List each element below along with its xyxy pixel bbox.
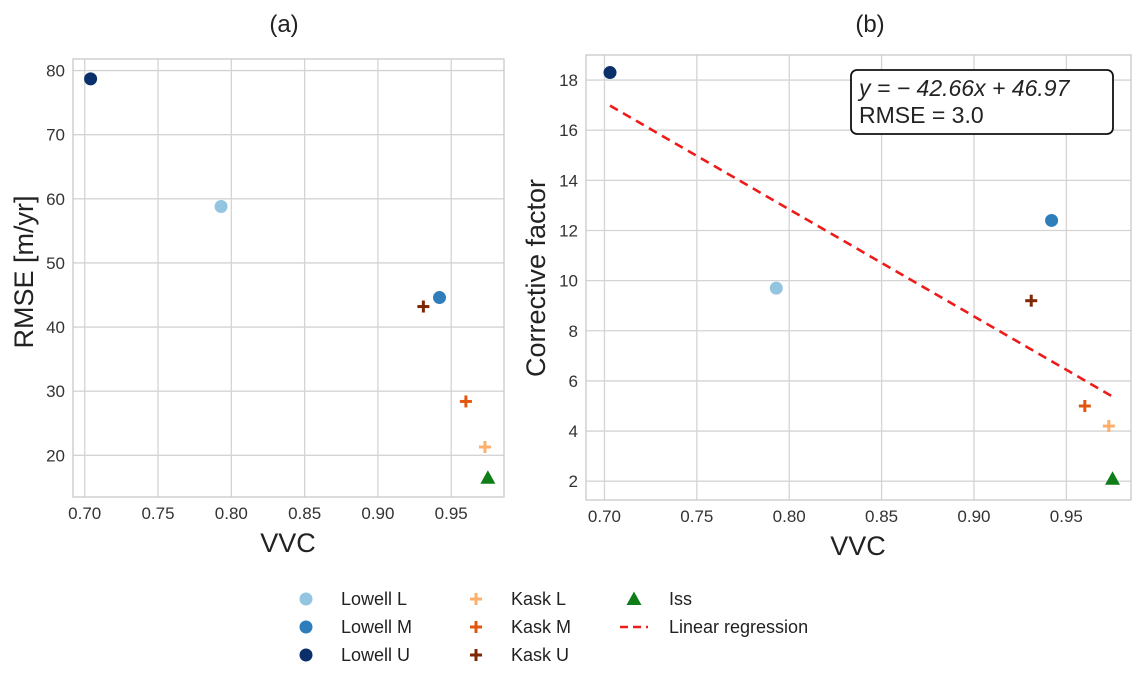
panel-b-y-tick-label: 6 [569,372,578,391]
panel-a-y-tick-label: 40 [46,318,65,337]
panel-b-x-tick-label: 0.70 [588,507,621,526]
legend-item-kask-m: Kask M [470,617,571,637]
panel-b-point-iss [1105,471,1121,485]
panel-b-x-tick-label: 0.75 [680,507,713,526]
legend-label: Kask L [511,589,566,609]
legend-item-kask-u: Kask U [470,645,569,665]
panel-b-frame [585,54,1132,501]
panel-b-x-tick-label: 0.85 [865,507,898,526]
legend-label: Iss [669,589,692,609]
regression-line [609,104,1114,398]
panel-a-rmse-chart: (a) 0.70 0.75 0.80 0.85 0.90 0.95 20 30 40 50 60 7… [9,11,505,558]
panel-a-y-tick-label: 50 [46,254,65,273]
panel-a-points [84,72,496,484]
legend-marker-lowell-u [299,648,313,662]
annotation-box-frame [850,69,1114,135]
legend-label: Kask U [511,645,569,665]
legend-label: Lowell M [341,617,412,637]
panel-b-y-tick-label: 2 [569,472,578,491]
panel-b-corrective-chart: (b) 0.70 0.75 0.80 0.85 0.90 0.95 2 4 6 8 10 12 14 1… [521,11,1132,561]
panel-a-grid [73,59,504,497]
panel-a-x-tick-label: 0.70 [68,504,101,523]
legend-item-kask-l: Kask L [470,589,566,609]
panel-b-point-lowell-m [1045,213,1059,227]
panel-a-y-tick-label: 80 [46,62,65,81]
panel-a-y-tick-label: 30 [46,382,65,401]
legend-item-lowell-m: Lowell M [299,617,412,637]
panel-a-x-ticks: 0.70 0.75 0.80 0.85 0.90 0.95 [68,504,468,523]
panel-a-x-axis-label: VVC [260,528,316,558]
legend-marker-iss [626,591,642,605]
panel-b-x-axis-label: VVC [830,531,886,561]
panel-a-title: (a) [269,11,298,38]
legend-label: Linear regression [669,617,808,637]
legend-item-iss: Iss [626,589,692,609]
legend-item-linear-regression: Linear regression [620,617,808,637]
legend-label: Lowell L [341,589,407,609]
legend: Lowell L Lowell M Lowell U Kask L Kask M Kask… [299,589,808,665]
panel-a-point-lowell-u [84,72,98,86]
panel-b-point-lowell-u [603,66,617,80]
panel-b-y-tick-label: 16 [559,121,578,140]
panel-a-x-tick-label: 0.75 [141,504,174,523]
panel-b-point-kask-u [1025,294,1038,307]
legend-marker-kask-m [470,621,482,633]
panel-a-x-tick-label: 0.95 [435,504,468,523]
panel-a-point-iss [480,470,496,484]
panel-b-point-lowell-l [769,281,783,295]
panel-a-x-tick-label: 0.85 [288,504,321,523]
panel-a-x-tick-label: 0.90 [361,504,394,523]
panel-a-y-axis-label: RMSE [m/yr] [9,196,39,349]
legend-item-lowell-u: Lowell U [299,645,410,665]
panel-b-y-tick-label: 10 [559,272,578,291]
panel-b-points [603,66,1121,485]
panel-b-point-kask-l [1102,420,1115,433]
panel-a-point-kask-l [478,440,491,453]
panel-b-y-ticks: 2 4 6 8 10 12 14 16 18 [559,71,578,491]
panel-b-point-kask-m [1078,399,1091,412]
panel-a-y-tick-label: 60 [46,190,65,209]
panel-b-x-tick-label: 0.80 [773,507,806,526]
panel-b-x-tick-label: 0.95 [1050,507,1083,526]
panel-a-y-ticks: 20 30 40 50 60 70 80 [46,62,65,466]
legend-item-lowell-l: Lowell L [299,589,407,609]
panel-a-frame [72,58,505,498]
regression-annotation-box: y = − 42.66x + 46.97 RMSE = 3.0 [850,69,1114,135]
panel-b-y-tick-label: 4 [569,422,578,441]
legend-label: Kask M [511,617,571,637]
panel-b-x-ticks: 0.70 0.75 0.80 0.85 0.90 0.95 [588,507,1083,526]
panel-b-y-tick-label: 8 [569,322,578,341]
regression-equation: y = − 42.66x + 46.97 [857,75,1071,101]
panel-b-y-tick-label: 12 [559,221,578,240]
legend-marker-kask-u [470,649,482,661]
panel-b-y-axis-label: Corrective factor [521,179,551,377]
regression-rmse: RMSE = 3.0 [859,102,984,128]
legend-marker-kask-l [470,593,482,605]
panel-b-title: (b) [855,11,884,38]
legend-marker-lowell-l [299,592,313,606]
panel-a-point-kask-u [417,300,430,313]
legend-label: Lowell U [341,645,410,665]
panel-a-point-lowell-m [432,291,446,305]
panel-a-point-kask-m [459,395,472,408]
panel-a-y-tick-label: 70 [46,126,65,145]
panel-b-y-tick-label: 14 [559,171,578,190]
panel-b-y-tick-label: 18 [559,71,578,90]
panel-a-point-lowell-l [214,199,228,213]
panel-a-y-tick-label: 20 [46,446,65,465]
legend-marker-lowell-m [299,620,313,634]
panel-a-x-tick-label: 0.80 [215,504,248,523]
panel-b-x-tick-label: 0.90 [957,507,990,526]
